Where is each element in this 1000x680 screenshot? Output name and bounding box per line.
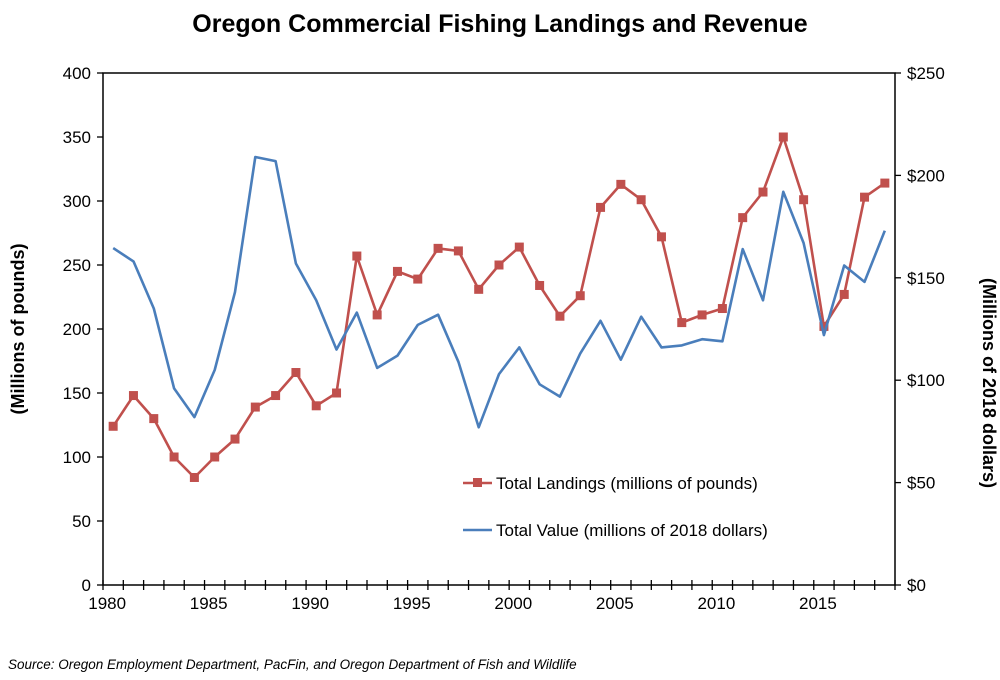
landings-point-2001	[535, 280, 545, 290]
landings-point-1987	[250, 402, 260, 412]
x-axis-tick-label: 2010	[697, 594, 735, 613]
landings-point-1997	[453, 246, 463, 256]
left-axis-tick-label: 0	[82, 576, 91, 595]
left-axis-tick-label: 150	[63, 384, 91, 403]
x-axis-tick-label: 2015	[799, 594, 837, 613]
landings-point-1986	[230, 434, 240, 444]
landings-point-1993	[372, 310, 382, 320]
landings-point-2007	[656, 232, 666, 242]
x-axis-tick-label: 1995	[393, 594, 431, 613]
legend: Total Landings (millions of pounds) Tota…	[463, 474, 768, 540]
legend-landings-marker	[473, 478, 482, 487]
landings-point-2008	[677, 318, 687, 328]
landings-point-2012	[758, 187, 768, 197]
landings-point-1985	[210, 452, 220, 462]
x-axis-tick-label: 1985	[190, 594, 228, 613]
left-axis-tick-label: 350	[63, 128, 91, 147]
landings-point-2018	[880, 178, 890, 188]
landings-point-1988	[271, 391, 281, 401]
landings-point-2010	[717, 304, 727, 314]
landings-point-2003	[575, 291, 585, 301]
source-note: Source: Oregon Employment Department, Pa…	[8, 657, 577, 672]
right-axis-label: (Millions of 2018 dollars)	[979, 278, 999, 488]
right-axis-tick-label: $100	[907, 371, 945, 390]
landings-point-1980	[108, 421, 118, 431]
series-line-value	[112, 155, 887, 429]
landings-point-1992	[352, 251, 362, 261]
right-axis-tick-label: $250	[907, 64, 945, 83]
landings-point-1995	[413, 274, 423, 284]
landings-point-1983	[169, 452, 179, 462]
chart-title: Oregon Commercial Fishing Landings and R…	[192, 10, 807, 38]
landings-point-2017	[860, 192, 870, 202]
left-axis-label: (Millions of pounds)	[8, 244, 28, 415]
series-line-landings	[112, 135, 886, 479]
landings-point-1989	[291, 368, 301, 378]
right-axis-tick-label: $50	[907, 474, 935, 493]
left-axis-tick-label: 200	[63, 320, 91, 339]
landings-point-1981	[128, 391, 138, 401]
landings-point-2006	[636, 195, 646, 205]
plot-frame	[102, 72, 896, 586]
left-axis-tick-label: 400	[63, 64, 91, 83]
landings-point-2005	[616, 179, 626, 189]
left-axis-tick-label: 300	[63, 192, 91, 211]
x-axis-tick-label: 1990	[291, 594, 329, 613]
landings-point-2014	[799, 195, 809, 205]
landings-point-2016	[839, 289, 849, 299]
x-axis-tick-label: 2005	[596, 594, 634, 613]
landings-point-1994	[392, 266, 402, 276]
landings-point-2015	[819, 321, 829, 331]
landings-point-1984	[189, 472, 199, 482]
left-axis-tick-label: 50	[72, 512, 91, 531]
left-axis-tick-label: 250	[63, 256, 91, 275]
landings-point-2011	[738, 213, 748, 223]
landings-point-2004	[596, 202, 606, 212]
legend-value-label: Total Value (millions of 2018 dollars)	[496, 521, 768, 540]
landings-point-1982	[149, 414, 159, 424]
landings-point-2013	[778, 132, 788, 142]
landings-point-1996	[433, 243, 443, 253]
x-axis-tick-label: 1980	[88, 594, 126, 613]
landings-point-1990	[311, 401, 321, 411]
landings-point-2009	[697, 310, 707, 320]
landings-point-1998	[474, 284, 484, 294]
landings-point-2000	[514, 242, 524, 252]
landings-point-2002	[555, 311, 565, 321]
right-axis-tick-label: $200	[907, 166, 945, 185]
legend-landings-label: Total Landings (millions of pounds)	[496, 474, 758, 493]
left-axis-tick-label: 100	[63, 448, 91, 467]
x-axis-tick-label: 2000	[494, 594, 532, 613]
right-axis-tick-label: $150	[907, 269, 945, 288]
landings-point-1991	[332, 388, 342, 398]
right-axis-tick-label: $0	[907, 576, 926, 595]
landings-point-1999	[494, 260, 504, 270]
